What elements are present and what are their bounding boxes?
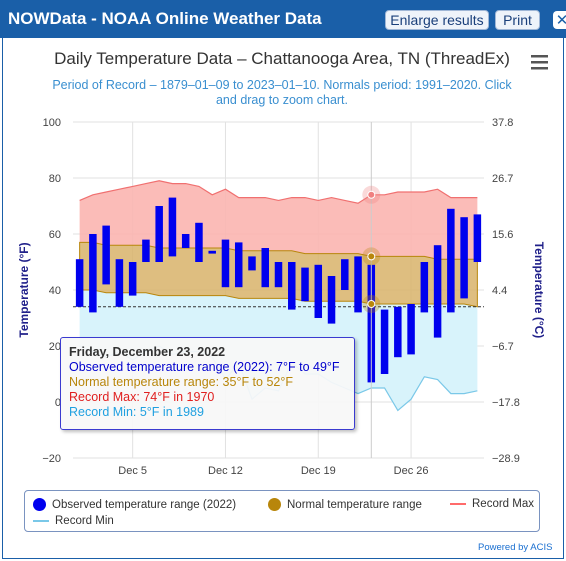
chart-subtitle-line2: and drag to zoom chart. <box>216 93 348 107</box>
observed-bar <box>380 309 389 374</box>
y-right-tick-label: 37.8 <box>492 117 513 129</box>
record-max-band <box>79 180 478 260</box>
observed-bar <box>420 262 429 313</box>
x-tick-label: Dec 26 <box>394 465 429 477</box>
hover-point <box>367 300 376 308</box>
observed-bar <box>274 262 283 288</box>
observed-bar <box>168 197 177 257</box>
tooltip-date: Friday, December 23, 2022 <box>69 345 226 359</box>
y-right-tick-label: −6.7 <box>492 341 514 353</box>
close-icon[interactable]: ✕ <box>553 11 566 29</box>
legend-item-record-max[interactable]: Record Max <box>450 498 534 510</box>
hamburger-menu-icon[interactable] <box>531 55 548 70</box>
observed-bar <box>433 245 442 338</box>
observed-bar <box>102 225 110 285</box>
legend-item-observed[interactable]: Observed temperature range (2022) <box>33 498 236 511</box>
observed-bar <box>142 239 150 262</box>
observed-bar <box>75 259 84 307</box>
observed-bar <box>115 259 124 307</box>
observed-bar <box>221 239 230 288</box>
observed-bar <box>128 262 137 296</box>
axis-tick-labels: 100 37.8 80 26.7 60 15.6 40 4.4 20 −6.7 0 −17.8 −20 −… <box>42 117 520 477</box>
observed-bar <box>301 267 309 302</box>
record-max-line <box>79 180 478 204</box>
legend-item-normal[interactable]: Normal temperature range <box>268 498 422 511</box>
normal-dot-icon <box>268 498 281 511</box>
y-right-tick-label: 15.6 <box>492 229 513 241</box>
y-right-tick-label: 26.7 <box>492 173 513 185</box>
observed-bar <box>314 264 323 318</box>
hover-point <box>367 190 376 199</box>
observed-bar <box>208 250 216 254</box>
observed-bar <box>89 234 97 313</box>
observed-bar <box>341 259 349 290</box>
observed-bar <box>394 306 402 358</box>
chart-series <box>73 180 484 412</box>
legend-label-observed: Observed temperature range (2022) <box>52 498 237 511</box>
tooltip-record-max: Record Max: 74°F in 1970 <box>69 390 215 404</box>
observed-bar <box>407 304 415 355</box>
y-left-tick-label: 100 <box>43 117 61 129</box>
y-right-tick-label: −28.9 <box>492 453 520 465</box>
record-min-line-icon <box>33 520 49 522</box>
chart-subtitle-line1: Period of Record – 1879–01–09 to 2023–01… <box>52 78 512 92</box>
x-tick-label: Dec 12 <box>208 465 243 477</box>
y-axis-right-label: Temperature (°C) <box>532 242 546 339</box>
observed-bar <box>248 256 256 271</box>
y-left-tick-label: 0 <box>55 397 61 409</box>
observed-bar <box>155 206 163 262</box>
hover-markers <box>362 122 381 458</box>
legend-label-record-max: Record Max <box>472 498 534 510</box>
observed-bar <box>473 214 482 262</box>
record-max-line-icon <box>450 503 466 505</box>
y-right-tick-label: 4.4 <box>492 285 507 297</box>
app-title: NOWData - NOAA Online Weather Data <box>8 9 322 28</box>
y-left-tick-label: 20 <box>49 341 61 353</box>
tooltip-record-min: Record Min: 5°F in 1989 <box>69 405 204 419</box>
chart-title: Daily Temperature Data – Chattanooga Are… <box>54 49 510 68</box>
y-left-tick-label: 60 <box>49 229 61 241</box>
powered-by-credit[interactable]: Powered by ACIS <box>478 542 553 553</box>
observed-bar <box>261 248 269 288</box>
title-bar: NOWData - NOAA Online Weather Data Enlar… <box>0 0 566 38</box>
legend-item-record-min[interactable]: Record Min <box>33 515 114 527</box>
x-tick-label: Dec 5 <box>118 465 147 477</box>
observed-bar <box>195 222 203 262</box>
y-left-tick-label: −20 <box>42 453 61 465</box>
chart-tooltip: Friday, December 23, 2022 Observed tempe… <box>60 337 355 430</box>
x-tick-label: Dec 19 <box>301 465 336 477</box>
tooltip-observed: Observed temperature range (2022): 7°F t… <box>69 360 340 374</box>
observed-bar <box>181 234 190 248</box>
enlarge-results-button[interactable]: Enlarge results <box>385 10 489 30</box>
observed-bar <box>234 242 243 288</box>
legend-label-record-min: Record Min <box>55 515 114 527</box>
y-left-tick-label: 40 <box>49 285 61 297</box>
observed-bar <box>354 256 362 313</box>
hover-point <box>367 252 376 261</box>
observed-bar <box>327 276 336 324</box>
observed-bar <box>447 208 455 313</box>
y-right-tick-label: −17.8 <box>492 397 520 409</box>
legend-label-normal: Normal temperature range <box>287 498 422 511</box>
observed-bar <box>460 217 468 299</box>
tooltip-normal: Normal temperature range: 35°F to 52°F <box>69 375 293 389</box>
observed-bar <box>288 262 296 310</box>
print-button[interactable]: Print <box>495 10 540 30</box>
y-axis-left-label: Temperature (°F) <box>17 242 31 337</box>
chart-legend: Observed temperature range (2022) Normal… <box>24 490 540 532</box>
y-left-tick-label: 80 <box>49 173 61 185</box>
observed-dot-icon <box>33 498 46 511</box>
